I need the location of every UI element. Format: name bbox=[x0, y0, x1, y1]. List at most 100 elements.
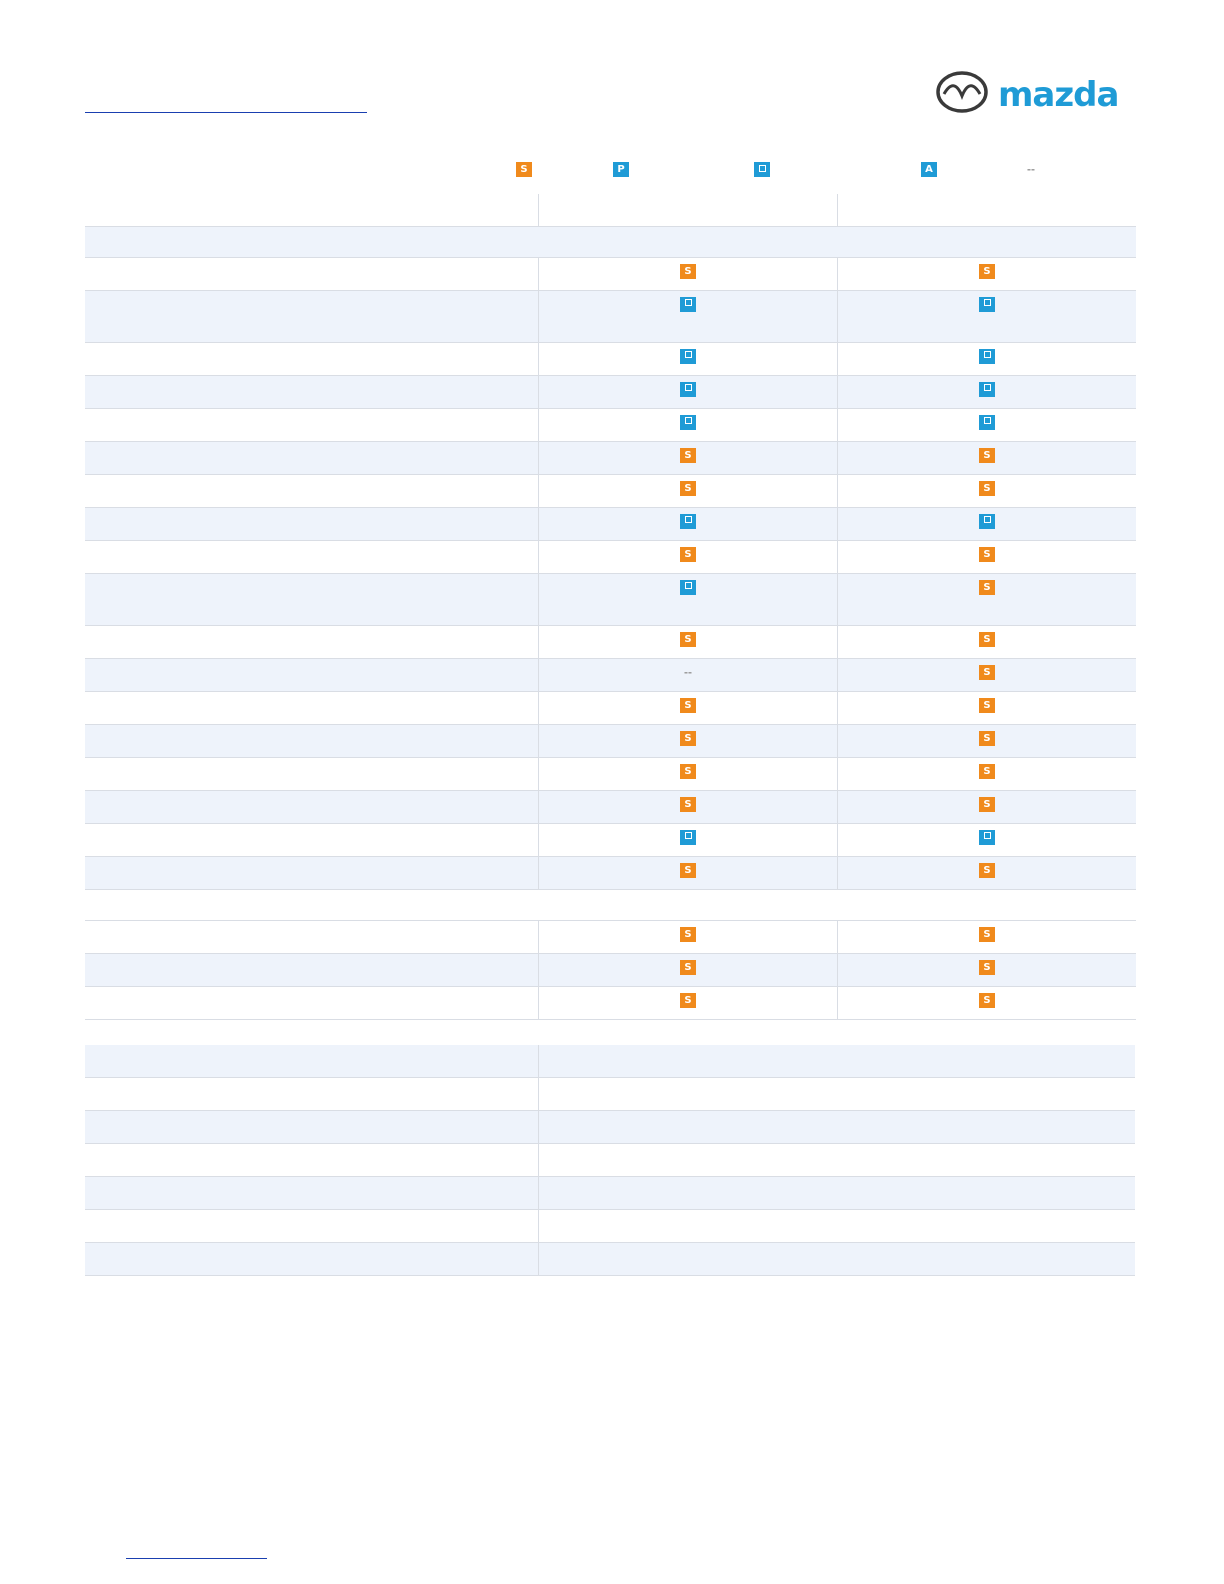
option-badge-icon bbox=[979, 381, 995, 397]
standard-badge-icon: S bbox=[680, 697, 696, 713]
trim-1-cell bbox=[538, 573, 838, 626]
option-badge-icon bbox=[680, 513, 696, 529]
feature-label-cell bbox=[85, 573, 539, 626]
spec-row bbox=[85, 1209, 1135, 1243]
trim-2-cell: S bbox=[837, 856, 1136, 890]
spec-label-cell bbox=[85, 1176, 539, 1210]
standard-badge-icon: S bbox=[680, 480, 696, 496]
standard-badge-icon: S bbox=[979, 697, 995, 713]
trim-1-cell bbox=[538, 375, 838, 409]
header-link[interactable] bbox=[85, 96, 367, 113]
legend-accessory: A bbox=[921, 162, 937, 177]
trim-1-cell: S bbox=[538, 757, 838, 791]
option-badge-icon bbox=[680, 829, 696, 845]
feature-label-cell bbox=[85, 441, 539, 475]
trim-1-cell: S bbox=[538, 790, 838, 824]
standard-badge-icon: S bbox=[979, 546, 995, 562]
trim-1-cell: S bbox=[538, 474, 838, 508]
trim-2-cell bbox=[837, 507, 1136, 541]
trim-2-cell: S bbox=[837, 257, 1136, 291]
feature-label-cell bbox=[85, 625, 539, 659]
not-available-icon: -- bbox=[684, 664, 692, 679]
trim-2-cell bbox=[837, 408, 1136, 442]
header-cell bbox=[837, 194, 1136, 227]
table-row bbox=[85, 375, 1136, 409]
standard-badge-icon: S bbox=[979, 631, 995, 647]
feature-label-cell bbox=[85, 856, 539, 890]
spec-value-cell bbox=[538, 1242, 1135, 1276]
section-cell bbox=[85, 889, 1136, 921]
option-badge-icon bbox=[979, 296, 995, 312]
trim-1-cell bbox=[538, 507, 838, 541]
table-row: S bbox=[85, 573, 1136, 626]
spec-value-cell bbox=[538, 1110, 1135, 1144]
spec-label-cell bbox=[85, 1110, 539, 1144]
option-badge-icon bbox=[979, 414, 995, 430]
standard-badge-icon: S bbox=[979, 664, 995, 680]
trim-1-cell bbox=[538, 408, 838, 442]
table-row bbox=[85, 408, 1136, 442]
trim-1-cell: S bbox=[538, 920, 838, 954]
table-row bbox=[85, 507, 1136, 541]
table-row bbox=[85, 342, 1136, 376]
standard-badge-icon: S bbox=[979, 959, 995, 975]
standard-badge-icon: S bbox=[680, 546, 696, 562]
option-badge-icon bbox=[680, 296, 696, 312]
trim-2-cell: S bbox=[837, 625, 1136, 659]
feature-label-cell bbox=[85, 408, 539, 442]
specifications-table bbox=[85, 1045, 1135, 1276]
spec-value-cell bbox=[538, 1143, 1135, 1177]
trim-2-cell: S bbox=[837, 573, 1136, 626]
footer-link[interactable] bbox=[126, 1542, 267, 1559]
spec-row bbox=[85, 1045, 1135, 1078]
spec-label-cell bbox=[85, 1209, 539, 1243]
feature-label-cell bbox=[85, 757, 539, 791]
standard-badge-icon: S bbox=[680, 926, 696, 942]
trim-2-cell: S bbox=[837, 920, 1136, 954]
section-spacer-row bbox=[85, 889, 1136, 921]
trim-1-cell bbox=[538, 342, 838, 376]
feature-label-cell bbox=[85, 474, 539, 508]
feature-label-cell bbox=[85, 375, 539, 409]
feature-label-cell bbox=[85, 920, 539, 954]
standard-badge-icon: S bbox=[979, 763, 995, 779]
standard-badge-icon: S bbox=[680, 959, 696, 975]
section-heading-row bbox=[85, 226, 1136, 258]
trim-2-cell: S bbox=[837, 757, 1136, 791]
standard-badge-icon: S bbox=[680, 263, 696, 279]
option-badge-icon bbox=[979, 829, 995, 845]
trim-1-cell bbox=[538, 290, 838, 343]
spec-row bbox=[85, 1143, 1135, 1177]
option-badge-icon bbox=[979, 513, 995, 529]
features-table: S S S S S S S S S S S -- S S S S S S S S S S S S S S S S S bbox=[85, 194, 1136, 1020]
option-badge-icon bbox=[680, 579, 696, 595]
feature-label-cell bbox=[85, 986, 539, 1020]
spec-value-cell bbox=[538, 1209, 1135, 1243]
trim-2-cell: S bbox=[837, 953, 1136, 987]
trim-1-cell: S bbox=[538, 953, 838, 987]
option-badge-icon bbox=[680, 381, 696, 397]
trim-1-cell: S bbox=[538, 691, 838, 725]
spec-row bbox=[85, 1110, 1135, 1144]
section-cell bbox=[85, 226, 1136, 258]
feature-label-cell bbox=[85, 507, 539, 541]
not-available-icon: -- bbox=[1027, 162, 1035, 176]
standard-badge-icon: S bbox=[979, 263, 995, 279]
trim-2-cell: S bbox=[837, 441, 1136, 475]
spec-label-cell bbox=[85, 1242, 539, 1276]
spec-row bbox=[85, 1176, 1135, 1210]
standard-badge-icon: S bbox=[979, 796, 995, 812]
feature-label-cell bbox=[85, 953, 539, 987]
table-row bbox=[85, 823, 1136, 857]
legend-package: P bbox=[613, 162, 629, 177]
mazda-wing-emblem-icon bbox=[936, 71, 988, 113]
feature-label-cell bbox=[85, 790, 539, 824]
legend: S P A -- bbox=[0, 162, 1224, 178]
feature-label-cell bbox=[85, 823, 539, 857]
